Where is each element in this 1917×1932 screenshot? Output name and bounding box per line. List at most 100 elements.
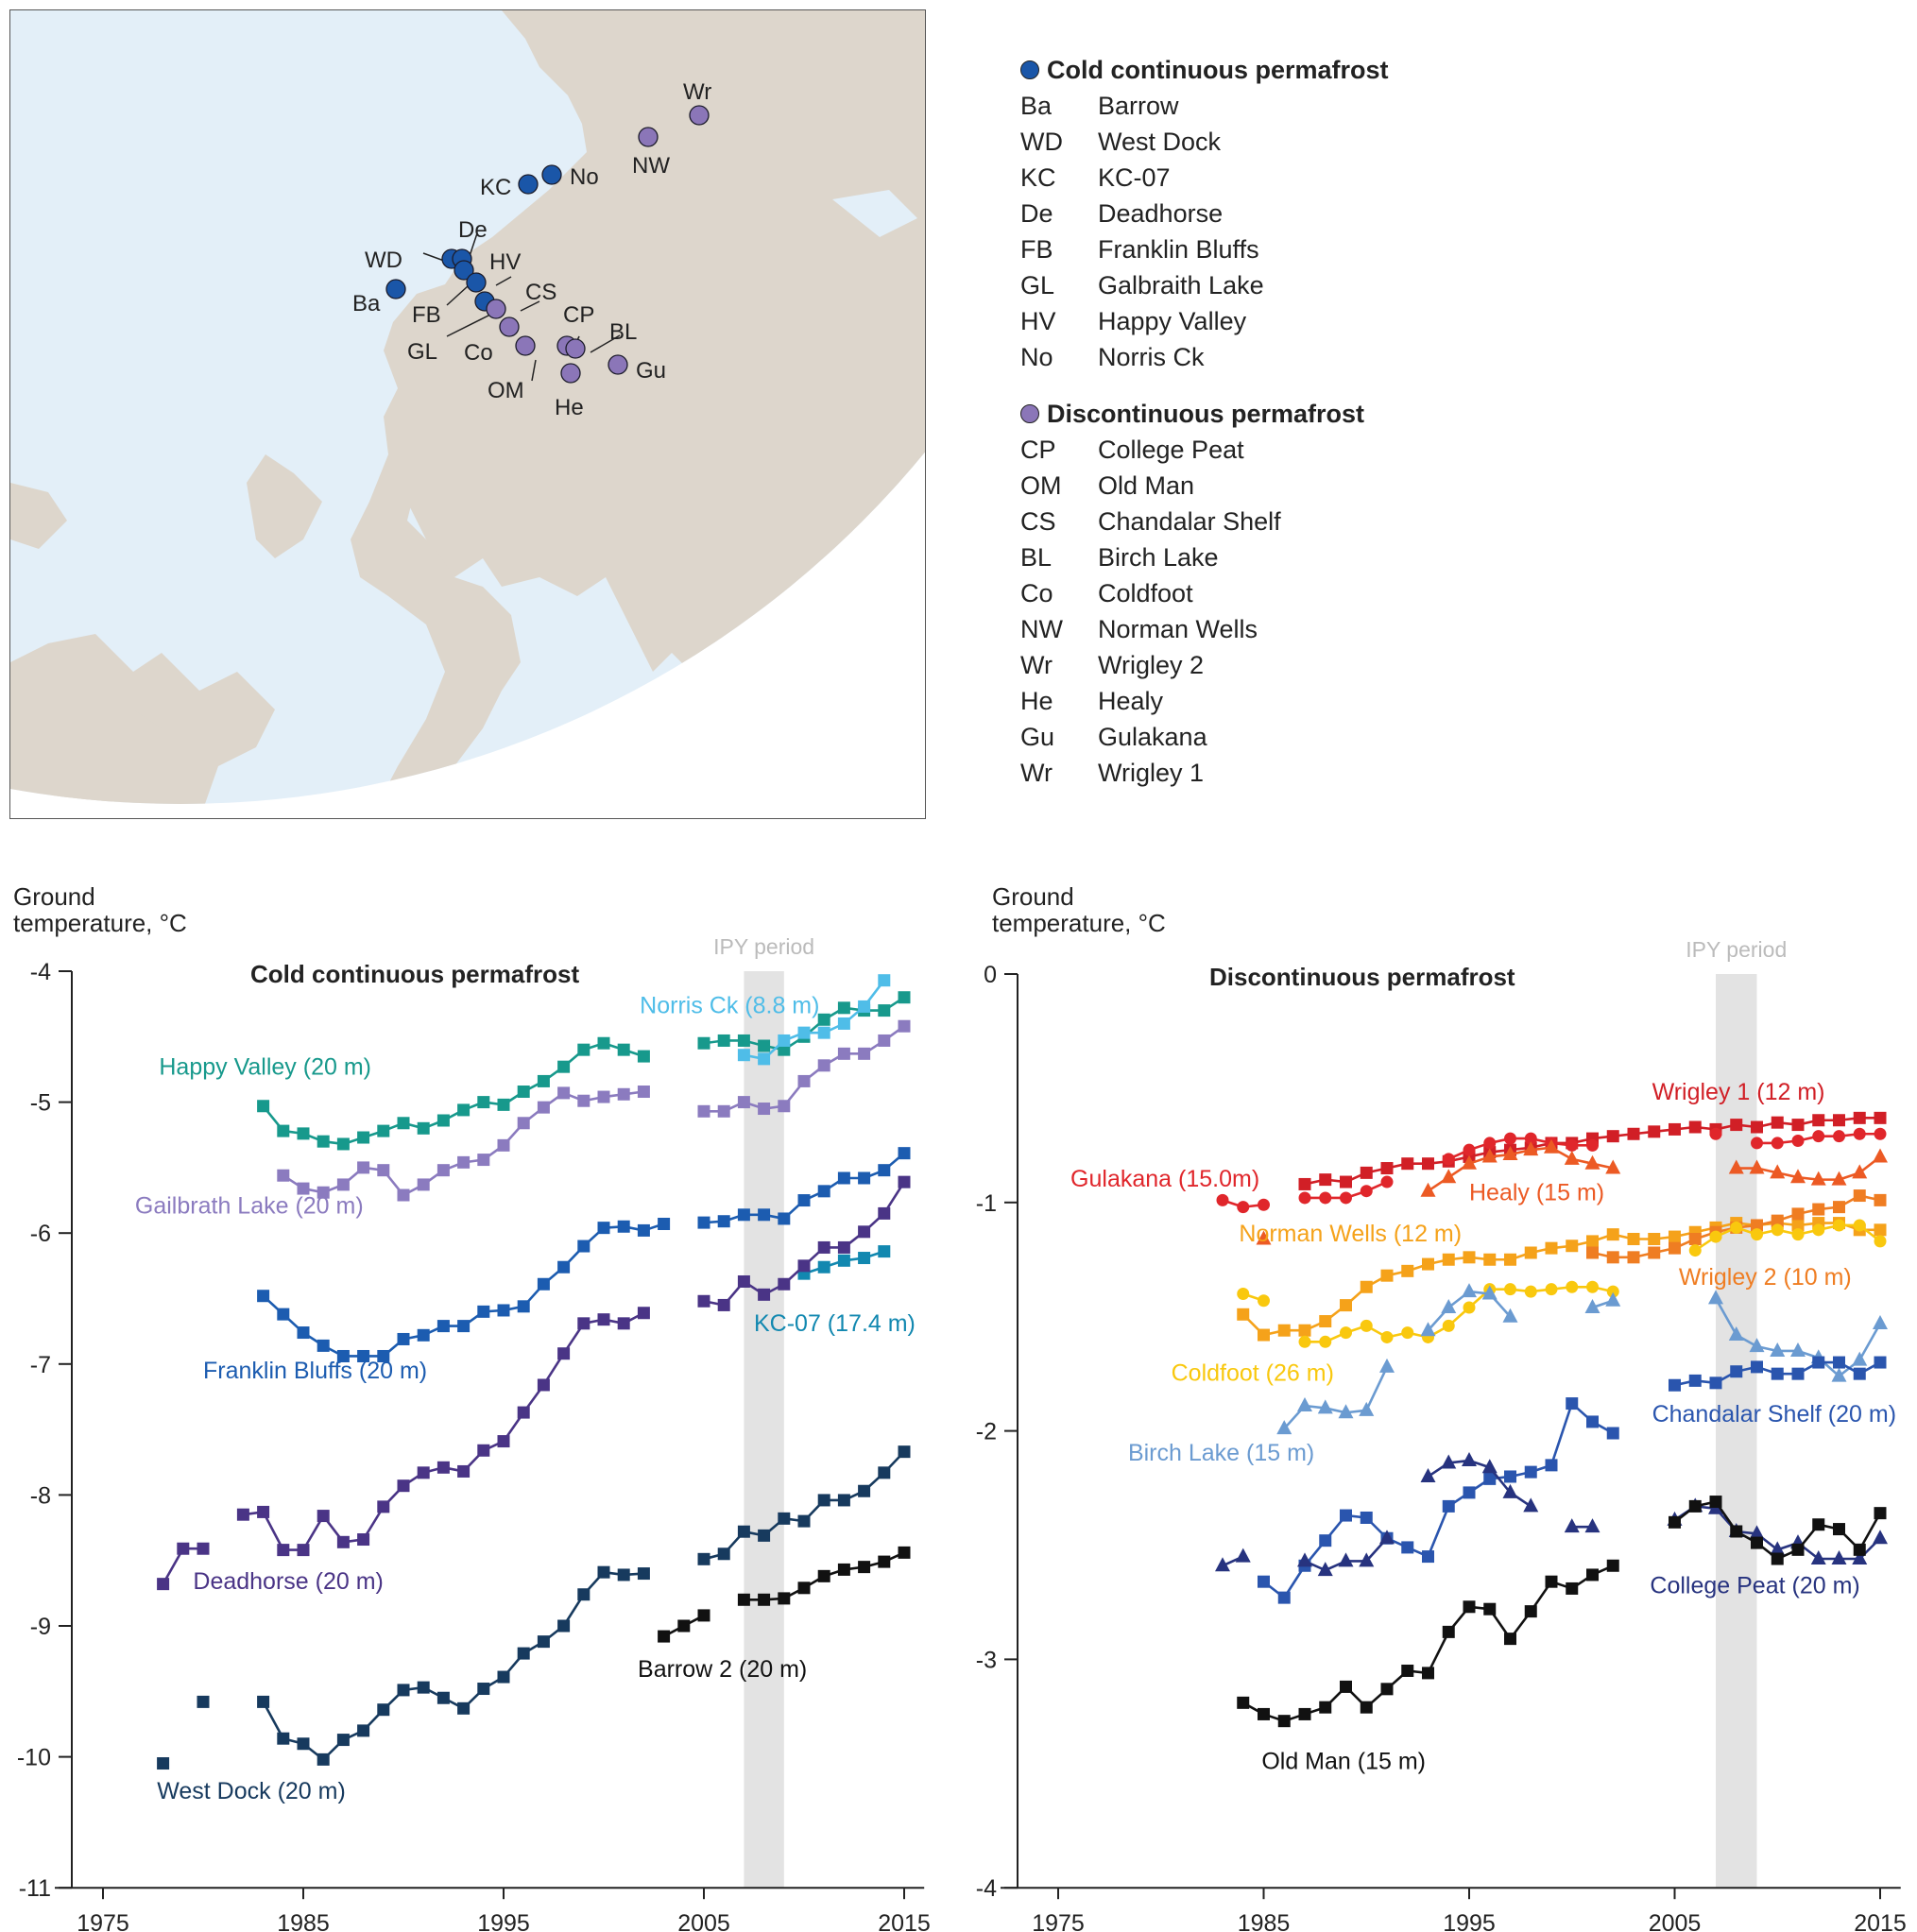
data-point: [1812, 1114, 1825, 1127]
data-point: [1463, 1251, 1476, 1264]
data-point: [737, 1525, 750, 1538]
data-point: [1771, 1137, 1784, 1150]
site-marker-bl: [565, 338, 586, 359]
data-point: [517, 1300, 530, 1313]
data-point: [1586, 1235, 1599, 1248]
data-point: [1401, 1264, 1414, 1277]
legend-row: CP College Peat: [1020, 432, 1389, 468]
data-point: [697, 1036, 710, 1050]
data-point: [257, 1695, 270, 1708]
data-point: [1235, 1547, 1251, 1563]
legend-row: NW Norman Wells: [1020, 611, 1389, 647]
data-point: [557, 1086, 571, 1100]
legend-code: Wr: [1020, 651, 1053, 679]
data-point: [436, 1691, 450, 1704]
data-point: [1340, 1175, 1352, 1188]
y-tick-label: -9: [30, 1614, 51, 1640]
data-point: [1504, 1253, 1516, 1266]
data-point: [1504, 1283, 1516, 1296]
legend-code: Wr: [1020, 759, 1053, 787]
data-point: [758, 1208, 771, 1222]
data-point: [1790, 1342, 1806, 1357]
data-point: [1874, 1193, 1887, 1206]
data-point: [717, 1298, 730, 1311]
data-point: [1442, 1319, 1455, 1332]
data-point: [758, 1288, 771, 1301]
data-point: [1648, 1232, 1661, 1245]
data-point: [377, 1124, 390, 1137]
data-point: [1648, 1246, 1661, 1259]
y-tick-label: -4: [30, 959, 51, 985]
data-point: [1319, 1315, 1332, 1328]
data-point: [637, 1307, 650, 1320]
data-point: [1545, 1283, 1558, 1296]
data-point: [477, 1683, 490, 1696]
data-point: [898, 1147, 911, 1160]
data-point: [1215, 1557, 1230, 1572]
data-point: [1728, 1159, 1744, 1174]
site-label-cp: CP: [563, 302, 594, 328]
data-point: [336, 1178, 350, 1191]
data-point: [236, 1508, 249, 1521]
data-point: [717, 1034, 730, 1047]
data-point: [1853, 1219, 1866, 1232]
data-point: [1874, 1127, 1887, 1140]
legend-site-name: KC-07: [1098, 163, 1171, 192]
data-point: [1669, 1122, 1681, 1136]
data-point: [1751, 1219, 1763, 1232]
legend-site-name: Deadhorse: [1098, 199, 1224, 228]
legend-row: Gu Gulakana: [1020, 719, 1389, 755]
data-point: [397, 1188, 410, 1202]
legend-dot-icon: [1020, 60, 1039, 79]
data-point: [457, 1103, 471, 1117]
series-label: Barrow 2 (20 m): [638, 1656, 807, 1683]
series-label: Birch Lake (15 m): [1128, 1440, 1314, 1466]
data-point: [1606, 1251, 1619, 1264]
series-label: Happy Valley (20 m): [159, 1053, 371, 1080]
data-point: [1317, 1399, 1333, 1414]
data-point: [1504, 1470, 1516, 1483]
data-point: [658, 1630, 671, 1643]
site-legend: Cold continuous permafrost Ba Barrow WD Wes…: [1020, 52, 1389, 791]
data-point: [1564, 1150, 1580, 1165]
data-point: [1730, 1525, 1743, 1538]
data-point: [357, 1349, 370, 1362]
data-point: [397, 1684, 410, 1697]
data-point: [1463, 1600, 1476, 1614]
data-point: [737, 1049, 750, 1062]
data-point: [1442, 1499, 1455, 1513]
data-point: [1524, 1132, 1537, 1145]
data-point: [597, 1222, 610, 1235]
data-point: [1771, 1116, 1784, 1129]
landmass: [10, 10, 925, 804]
data-point: [1524, 1465, 1537, 1479]
data-point: [1751, 1360, 1763, 1374]
data-point: [1853, 1543, 1866, 1556]
data-point: [1422, 1257, 1434, 1271]
legend-code: WD: [1020, 128, 1063, 156]
series-healy-15-m: [1256, 1138, 1888, 1245]
legend-site-name: Healy: [1098, 687, 1164, 715]
data-point: [758, 1052, 771, 1066]
data-point: [1708, 1290, 1723, 1305]
data-point: [277, 1308, 290, 1321]
data-point: [1751, 1536, 1763, 1549]
data-point: [1584, 1154, 1600, 1170]
data-point: [1462, 1283, 1477, 1298]
y-tick-label: -6: [30, 1221, 51, 1247]
data-point: [617, 1317, 630, 1330]
data-point: [1483, 1472, 1497, 1485]
data-point: [1523, 1141, 1539, 1156]
data-point: [837, 1171, 850, 1185]
data-point: [577, 1317, 591, 1330]
legend-code: No: [1020, 343, 1053, 371]
site-marker-nw: [638, 127, 659, 147]
data-point: [858, 1171, 871, 1185]
data-point: [878, 1206, 891, 1220]
data-point: [357, 1161, 370, 1174]
series-gailbrath-lake-20-m: [277, 1019, 911, 1202]
data-point: [1401, 1664, 1414, 1677]
data-point: [1340, 1326, 1352, 1340]
data-point: [417, 1681, 430, 1694]
data-point: [1360, 1280, 1373, 1293]
